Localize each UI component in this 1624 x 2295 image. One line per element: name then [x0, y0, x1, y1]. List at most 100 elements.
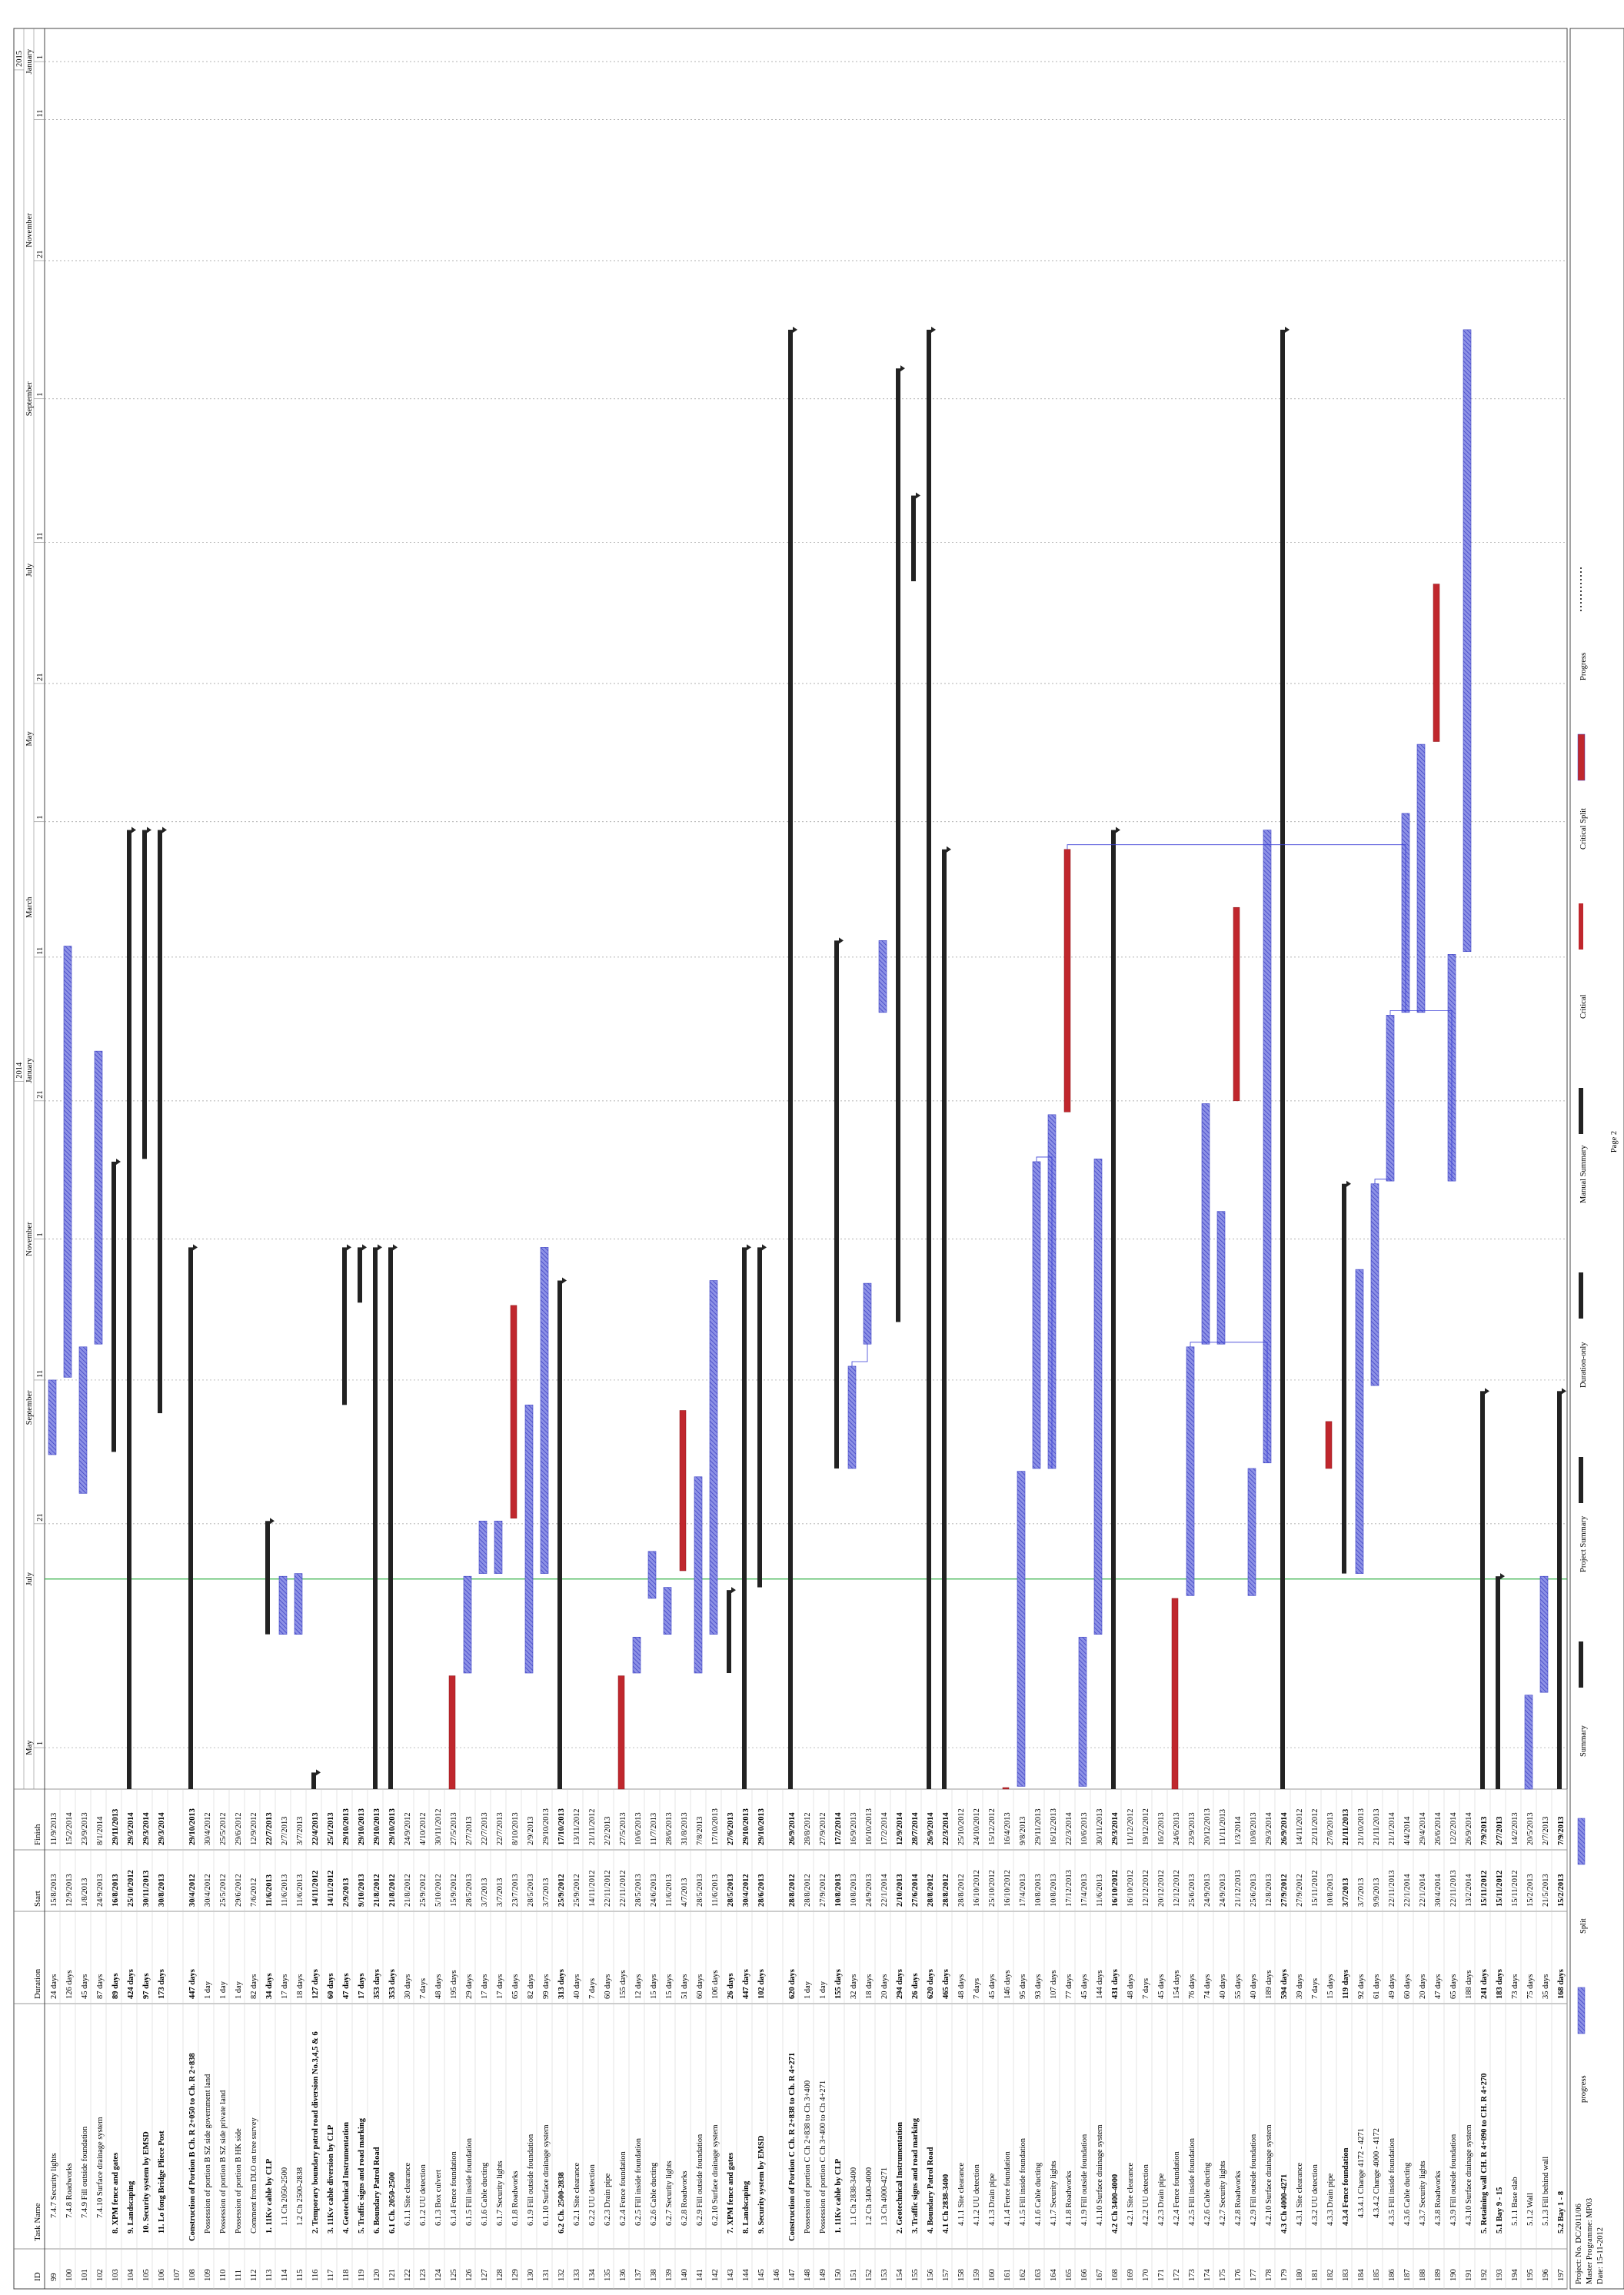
row-task-name: 6. Boundary Patrol Road	[373, 2147, 381, 2233]
row-start: 25/6/2013	[1250, 1874, 1258, 1907]
row-id: 196	[1542, 2269, 1550, 2281]
row-duration: 353 days	[388, 1969, 397, 1999]
task-bar	[1201, 1103, 1210, 1345]
row-start: 23/7/2013	[511, 1874, 520, 1907]
summary-bar	[311, 1772, 316, 1789]
row-start: 15/2/2013	[1526, 1874, 1535, 1907]
row-start: 28/5/2013	[696, 1874, 704, 1907]
row-id: 142	[711, 2269, 720, 2281]
row-task-name: 4.2.9 Fill outside foundation	[1250, 2134, 1258, 2226]
row-finish: 29/10/2013	[373, 1808, 381, 1845]
row-id: 167	[1096, 2269, 1104, 2281]
summary-bar	[358, 1247, 362, 1303]
row-id: 111	[235, 2270, 243, 2281]
row-finish: 11/11/2013	[1219, 1809, 1227, 1845]
row-task-name: 4.3.4.2 Change 4000 - 4172	[1373, 2128, 1381, 2218]
row-start: 28/8/2012	[957, 1874, 966, 1907]
row-id: 171	[1157, 2269, 1166, 2281]
row-id: 181	[1311, 2269, 1320, 2281]
row-finish: 26/9/2014	[788, 1812, 797, 1845]
row-finish: 17/10/2013	[557, 1808, 566, 1845]
legend-swatch	[1579, 1088, 1583, 1134]
row-task-name: 1.2 Ch 3400-4000	[865, 2167, 874, 2226]
row-finish: 29/11/2013	[111, 1809, 120, 1845]
row-finish: 20/5/2013	[1526, 1812, 1535, 1845]
row-duration: 26 days	[911, 1973, 920, 1999]
row-finish: 23/9/2013	[1188, 1812, 1196, 1845]
row-duration: 40 days	[1219, 1974, 1227, 1999]
row-id: 160	[988, 2269, 997, 2281]
summary-bar	[727, 1590, 731, 1674]
row-finish: 22/3/2014	[942, 1812, 950, 1845]
row-start: 3/7/2013	[1357, 1878, 1366, 1907]
row-start: 11/6/2013	[265, 1874, 274, 1907]
row-task-name: 4.3.4 Fence foundation	[1342, 2147, 1350, 2226]
summary-bar	[896, 368, 900, 1322]
row-finish: 22/7/2013	[481, 1812, 489, 1845]
row-task-name: 8. Landscaping	[742, 2180, 750, 2233]
row-task-name: 2. Temporary boundary patrol road divers…	[311, 2031, 320, 2233]
row-start: 11/6/2013	[665, 1874, 674, 1907]
row-id: 170	[1142, 2269, 1150, 2281]
row-start: 22/11/2013	[1449, 1871, 1458, 1907]
row-task-name: 1.2 Ch 2500-2838	[296, 2167, 304, 2226]
row-start: 27/9/2012	[1280, 1874, 1289, 1907]
year-label: 2015	[15, 51, 24, 67]
day-label: 1	[36, 392, 45, 396]
row-start: 25/9/2012	[557, 1874, 566, 1907]
row-finish: 26/9/2014	[1465, 1812, 1473, 1845]
row-task-name: 4.1.2 UU detection	[973, 2164, 981, 2226]
row-duration: 173 days	[158, 1969, 166, 1999]
row-duration: 1 day	[204, 1981, 212, 1999]
row-task-name: 4.2.1 Site clearance	[1126, 2162, 1135, 2226]
row-start: 28/5/2013	[527, 1874, 535, 1907]
row-task-name: 6.2.6 Cable ducting	[650, 2162, 658, 2226]
row-start: 9/9/2013	[1373, 1878, 1381, 1907]
row-duration: 146 days	[1003, 1970, 1012, 1999]
row-finish: 29/4/2014	[1419, 1812, 1427, 1845]
row-id: 103	[111, 2269, 120, 2281]
row-duration: 82 days	[527, 1974, 535, 1999]
row-start: 12/12/2012	[1142, 1870, 1150, 1907]
row-id: 129	[511, 2269, 520, 2281]
row-duration: 102 days	[757, 1969, 766, 1999]
row-id: 101	[81, 2269, 89, 2281]
task-bar	[1524, 1695, 1533, 1790]
row-start: 4/7/2013	[681, 1878, 689, 1907]
task-bar	[663, 1587, 672, 1635]
row-task-name: 4.3 Ch 4000-4271	[1280, 2174, 1289, 2233]
row-finish: 22/7/2013	[265, 1812, 274, 1845]
row-start: 15/2/2013	[1557, 1874, 1566, 1907]
row-finish: 13/11/2012	[573, 1809, 581, 1845]
row-start: 2/9/2013	[342, 1878, 351, 1907]
row-start: 12/12/2012	[1173, 1870, 1181, 1907]
row-task-name: 6.2.7 Security lights	[665, 2160, 674, 2226]
row-duration: 168 days	[1557, 1969, 1566, 1999]
row-task-name: 7.4.8 Roadworks	[65, 2164, 74, 2218]
row-duration: 17 days	[496, 1974, 504, 1999]
row-task-name: 4.3.6 Cable ducting	[1403, 2162, 1412, 2226]
row-duration: 32 days	[850, 1974, 858, 1999]
row-task-name: 4.2.8 Roadworks	[1234, 2171, 1243, 2226]
critical-task-bar	[1002, 1787, 1010, 1790]
row-task-name: 4.2.6 Cable ducting	[1203, 2162, 1212, 2226]
row-start: 30/4/2012	[742, 1874, 750, 1907]
row-task-name: 3. 11Kv cable diversion by CLP	[327, 2124, 335, 2233]
day-label: 1	[36, 1741, 45, 1745]
row-task-name: 4.1.5 Fill inside foundation	[1019, 2137, 1027, 2226]
critical-task-bar	[1325, 1421, 1333, 1469]
legend-swatch	[1579, 1272, 1583, 1319]
row-finish: 12/2/2014	[1449, 1812, 1458, 1845]
row-task-name: 4.2.5 Fill inside foundation	[1188, 2137, 1196, 2226]
row-finish: 7/9/2013	[1557, 1817, 1566, 1845]
month-label: May	[25, 1740, 34, 1755]
task-bar	[278, 1575, 288, 1635]
row-start: 28/8/2012	[927, 1874, 935, 1907]
summary-end-cap	[562, 1277, 567, 1284]
row-start: 21/8/2012	[373, 1874, 381, 1907]
row-start: 30/11/2013	[142, 1871, 151, 1907]
month-label: July	[25, 1572, 34, 1585]
row-duration: 17 days	[281, 1974, 289, 1999]
row-duration: 313 days	[557, 1969, 566, 1999]
